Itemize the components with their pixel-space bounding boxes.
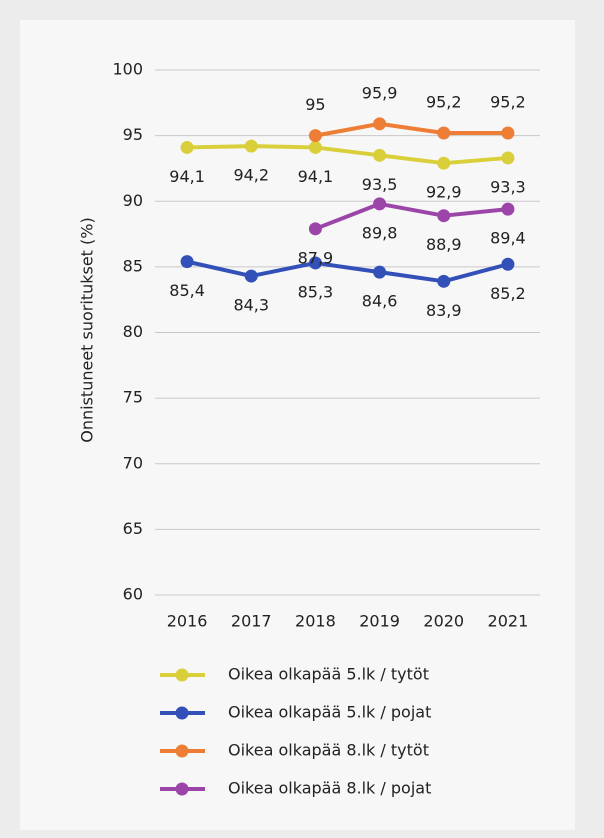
data-label: 95 (305, 95, 325, 114)
data-label: 94,1 (169, 167, 205, 186)
data-point (308, 140, 322, 154)
data-point (244, 269, 258, 283)
data-label: 87,9 (298, 248, 334, 267)
y-tick-label: 80 (123, 322, 143, 341)
data-label: 95,2 (426, 93, 462, 112)
y-tick-label: 100 (112, 60, 143, 79)
x-tick-label: 2020 (423, 612, 464, 631)
legend-label: Oikea olkapää 8.lk / pojat (228, 779, 431, 798)
data-point (373, 197, 387, 211)
legend-marker (175, 744, 189, 758)
data-label: 85,3 (298, 282, 334, 301)
series-line (186, 259, 509, 284)
y-axis-label: Onnistuneet suoritukset (%) (78, 217, 97, 442)
legend-marker (175, 706, 189, 720)
data-label: 84,3 (233, 296, 269, 315)
data-point (180, 255, 194, 269)
data-label: 83,9 (426, 301, 462, 320)
legend-label: Oikea olkapää 8.lk / tytöt (228, 741, 429, 760)
data-point (308, 256, 322, 270)
data-point (501, 257, 515, 271)
chart-panel (20, 20, 575, 830)
y-tick-label: 95 (123, 125, 143, 144)
legend-label: Oikea olkapää 5.lk / pojat (228, 703, 431, 722)
data-point (308, 222, 322, 236)
data-label: 95,9 (362, 83, 398, 102)
data-point (180, 140, 194, 154)
series-line (314, 201, 509, 231)
series-line (187, 144, 509, 166)
series-line (315, 121, 508, 138)
data-point (501, 202, 515, 216)
y-tick-label: 90 (123, 191, 143, 210)
data-label: 94,1 (298, 167, 334, 186)
data-point (373, 148, 387, 162)
y-tick-label: 85 (123, 256, 143, 275)
data-label: 84,6 (362, 292, 398, 311)
data-label: 92,9 (426, 183, 462, 202)
data-point (437, 156, 451, 170)
x-tick-label: 2021 (488, 612, 529, 631)
data-label: 89,8 (362, 223, 398, 242)
x-tick-label: 2017 (231, 612, 272, 631)
data-label: 95,2 (490, 93, 526, 112)
x-tick-label: 2018 (295, 612, 336, 631)
data-point (437, 126, 451, 140)
y-tick-label: 75 (123, 388, 143, 407)
data-label: 89,4 (490, 229, 526, 248)
data-point (437, 209, 451, 223)
legend-marker (175, 668, 189, 682)
data-label: 85,2 (490, 284, 526, 303)
data-label: 94,2 (233, 166, 269, 185)
data-point (501, 126, 515, 140)
data-label: 93,5 (362, 175, 398, 194)
data-label: 85,4 (169, 281, 205, 300)
y-tick-label: 60 (123, 585, 143, 604)
legend-marker (175, 782, 189, 796)
data-point (244, 139, 258, 153)
y-tick-label: 70 (123, 453, 143, 472)
data-point (437, 274, 451, 288)
data-point (308, 129, 322, 143)
legend-label: Oikea olkapää 5.lk / tytöt (228, 665, 429, 684)
data-point (373, 265, 387, 279)
y-tick-label: 65 (123, 519, 143, 538)
x-tick-label: 2019 (359, 612, 400, 631)
data-point (373, 117, 387, 131)
x-tick-label: 2016 (167, 612, 208, 631)
data-label: 88,9 (426, 235, 462, 254)
data-point (501, 151, 515, 165)
data-label: 93,3 (490, 177, 526, 196)
